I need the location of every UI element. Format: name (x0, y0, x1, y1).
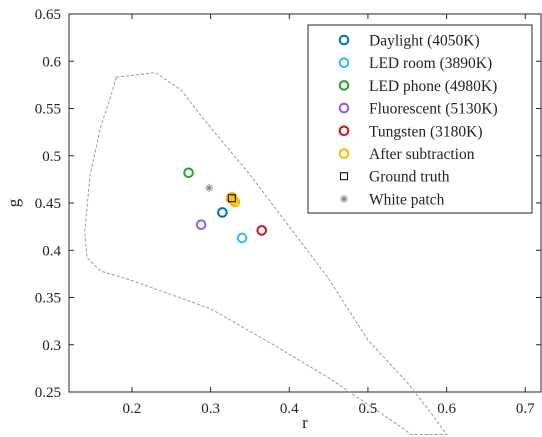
data-markers (183, 167, 268, 244)
y-tick-label: 0.3 (42, 338, 61, 354)
y-tick-label: 0.55 (35, 102, 61, 118)
legend-marker-white-patch (340, 194, 348, 203)
legend-label-led-room-3890k: LED room (3890K) (369, 55, 492, 72)
legend-label-tungsten-3180k: Tungsten (3180K) (369, 123, 483, 140)
point-after-subtraction (228, 194, 239, 206)
legend-label-white-patch: White patch (369, 191, 445, 208)
legend-marker-fluorescent-5130k (338, 102, 350, 114)
x-tick-label: 0.7 (516, 401, 535, 417)
x-tick-label: 0.2 (123, 401, 142, 417)
x-tick-label: 0.5 (359, 401, 378, 417)
legend-marker-daylight-4050k (338, 34, 350, 46)
legend-marker-led-phone-4980k (338, 80, 350, 91)
legend-marker-after-subtraction (338, 148, 350, 159)
x-axis-label: r (302, 413, 308, 432)
y-tick-label: 0.6 (42, 54, 61, 70)
point-white-patch (205, 183, 214, 192)
y-tick-label: 0.4 (42, 243, 61, 259)
point-led-phone-4980k (183, 167, 194, 179)
y-tick-label: 0.25 (35, 385, 61, 401)
legend-marker-tungsten-3180k (338, 125, 350, 137)
asterisk-stroke (205, 184, 213, 192)
tick-labels: 0.2 0.3 0.4 0.5 0.6 0.7 0.25 0.3 0.35 0.4 0.45 0.5 0… (35, 7, 535, 417)
legend-label-led-phone-4980k: LED phone (4980K) (369, 78, 497, 95)
axis-ticks (69, 13, 541, 393)
legend-items: Daylight (4050K) LED room (3890K) LED phon… (338, 33, 498, 208)
point-fluorescent-5130k (195, 219, 207, 231)
y-axis-label: g (4, 198, 23, 207)
legend-box (307, 24, 533, 214)
y-tick-label: 0.65 (35, 7, 61, 23)
legend-label-daylight-4050k: Daylight (4050K) (369, 33, 480, 50)
y-tick-label: 0.5 (42, 149, 61, 165)
legend-marker-led-room-3890k (338, 57, 350, 69)
y-tick-label: 0.35 (35, 291, 61, 307)
legend: Daylight (4050K) LED room (3890K) LED phon… (307, 24, 533, 214)
x-tick-label: 0.3 (201, 401, 220, 417)
point-tungsten-3180k (256, 225, 268, 236)
point-daylight-4050k (217, 207, 228, 218)
gamut-boundary (84, 72, 448, 435)
legend-marker-ground-truth (340, 172, 348, 181)
legend-label-ground-truth: Ground truth (369, 169, 450, 186)
y-tick-label: 0.45 (35, 196, 61, 212)
point-ground-truth (227, 194, 236, 203)
asterisk-stroke (340, 195, 348, 203)
point-led-room-3890k (236, 232, 248, 244)
legend-label-fluorescent-5130k: Fluorescent (5130K) (369, 101, 498, 118)
legend-label-after-subtraction: After subtraction (369, 146, 475, 163)
x-tick-label: 0.4 (280, 401, 299, 417)
x-tick-label: 0.6 (437, 401, 456, 417)
